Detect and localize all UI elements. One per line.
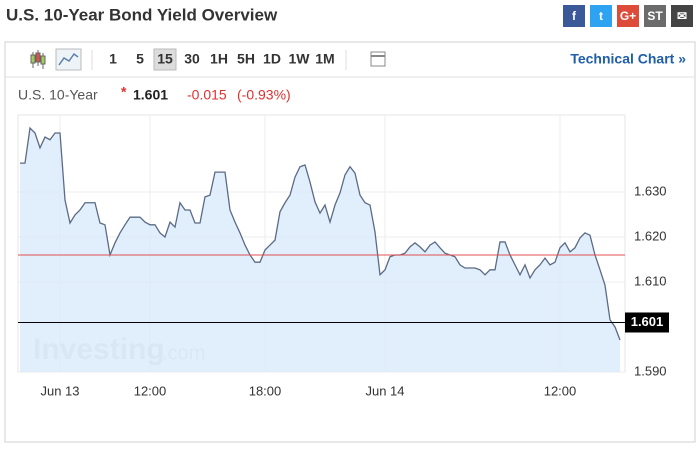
y-tick-label: 1.610	[634, 273, 667, 288]
social-icon[interactable]	[671, 5, 693, 27]
quote-marker: *	[121, 84, 127, 100]
interval-button[interactable]: 1W	[289, 51, 311, 67]
interval-button[interactable]: 1H	[210, 51, 228, 67]
technical-chart-link[interactable]: Technical Chart »	[570, 51, 686, 67]
interval-button[interactable]: 5H	[237, 51, 255, 67]
line-icon[interactable]	[55, 48, 82, 71]
x-tick-label: 12:00	[134, 383, 167, 398]
x-tick-label: Jun 14	[365, 383, 404, 398]
x-tick-label: 18:00	[249, 383, 282, 398]
social-icon[interactable]	[644, 5, 666, 27]
quote-change: -0.015	[187, 87, 227, 103]
social-icon-label[interactable]: ✉	[677, 9, 687, 23]
interval-selected-bg[interactable]	[153, 48, 177, 71]
quote-last: 1.601	[133, 87, 168, 103]
x-tick-label: 12:00	[544, 383, 577, 398]
social-icon-label[interactable]: ST	[647, 9, 663, 23]
area-fill	[20, 128, 620, 372]
title: U.S. 10-Year Bond Yield Overview	[6, 5, 278, 24]
y-tick-label: 1.630	[634, 183, 667, 198]
quote-name: U.S. 10-Year	[18, 87, 98, 103]
social-icon-label[interactable]: t	[599, 9, 603, 23]
social-icon[interactable]	[563, 5, 585, 27]
last-value-box	[625, 312, 669, 333]
y-tick-label: 1.590	[634, 363, 667, 378]
interval-button[interactable]: 1D	[263, 51, 281, 67]
interval-button[interactable]: 30	[184, 51, 200, 67]
social-icon-label[interactable]: f	[572, 9, 577, 23]
calendar-icon[interactable]	[370, 51, 386, 67]
social-icon[interactable]	[617, 5, 639, 27]
interval-button[interactable]: 1	[109, 51, 117, 67]
last-value-label: 1.601	[631, 314, 664, 329]
candle-icon[interactable]	[30, 50, 46, 69]
x-tick-label: Jun 13	[40, 383, 79, 398]
y-tick-label: 1.620	[634, 228, 667, 243]
social-icon-label[interactable]: G+	[620, 9, 636, 23]
quote-change-pct: (-0.93%)	[237, 87, 291, 103]
interval-button[interactable]: 1M	[315, 51, 334, 67]
interval-button[interactable]: 15	[157, 51, 173, 67]
price-line	[20, 126, 621, 341]
interval-button[interactable]: 5	[136, 51, 144, 67]
social-icon[interactable]	[590, 5, 612, 27]
